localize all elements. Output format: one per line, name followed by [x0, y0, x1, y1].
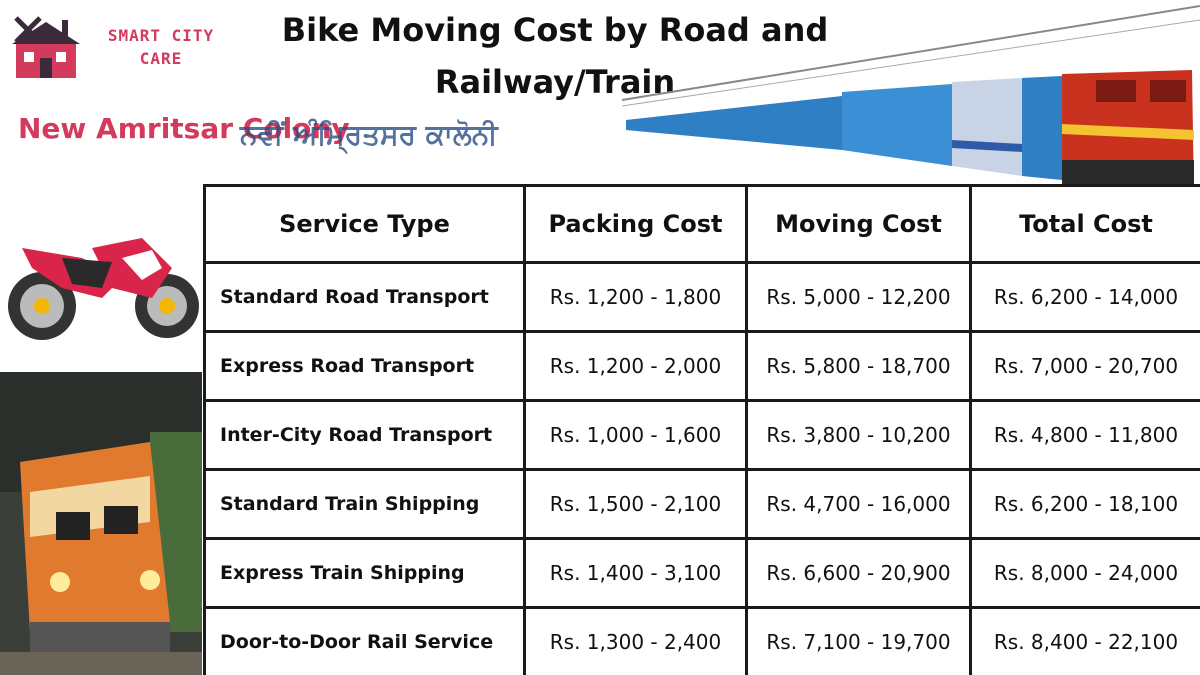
- moving-cost-cell: Rs. 7,100 - 19,700: [745, 606, 972, 675]
- packing-cost-cell: Rs. 1,300 - 2,400: [523, 606, 748, 675]
- total-cost-cell: Rs. 6,200 - 14,000: [969, 261, 1200, 333]
- service-type-cell: Inter-City Road Transport: [203, 399, 526, 471]
- table-row: Standard Train Shipping Rs. 1,500 - 2,10…: [203, 468, 1200, 540]
- total-cost-cell: Rs. 4,800 - 11,800: [969, 399, 1200, 471]
- logo-line-2: CARE: [139, 49, 183, 68]
- cost-table: Service Type Packing Cost Moving Cost To…: [203, 184, 1200, 675]
- total-cost-cell: Rs. 6,200 - 18,100: [969, 468, 1200, 540]
- moving-cost-cell: Rs. 5,000 - 12,200: [745, 261, 972, 333]
- logo-text: SMART CITY CARE: [96, 24, 226, 70]
- table-header-row: Service Type Packing Cost Moving Cost To…: [203, 184, 1200, 264]
- table-row: Express Train Shipping Rs. 1,400 - 3,100…: [203, 537, 1200, 609]
- location-punjabi: ਨਵੀਂ ਅੰਮ੍ਰਿਤਸਰ ਕਾਲੋਨੀ: [240, 118, 498, 151]
- header-moving-cost: Moving Cost: [745, 184, 972, 264]
- moving-cost-cell: Rs. 3,800 - 10,200: [745, 399, 972, 471]
- page-title: Bike Moving Cost by Road and Railway/Tra…: [260, 4, 850, 108]
- packing-cost-cell: Rs. 1,500 - 2,100: [523, 468, 748, 540]
- service-type-cell: Express Train Shipping: [203, 537, 526, 609]
- logo-line-1: SMART CITY: [107, 26, 215, 45]
- moving-cost-cell: Rs. 4,700 - 16,000: [745, 468, 972, 540]
- header-packing-cost: Packing Cost: [523, 184, 748, 264]
- title-line-2: Railway/Train: [434, 63, 676, 101]
- house-tools-icon: [12, 16, 80, 78]
- cost-table-container: Service Type Packing Cost Moving Cost To…: [203, 184, 1200, 675]
- service-type-cell: Express Road Transport: [203, 330, 526, 402]
- title-line-1: Bike Moving Cost by Road and: [281, 11, 829, 49]
- brand-logo: SMART CITY CARE: [10, 10, 220, 80]
- header-total-cost: Total Cost: [969, 184, 1200, 264]
- diesel-locomotive-image: [0, 372, 202, 675]
- packing-cost-cell: Rs. 1,400 - 3,100: [523, 537, 748, 609]
- service-type-cell: Standard Train Shipping: [203, 468, 526, 540]
- moving-cost-cell: Rs. 6,600 - 20,900: [745, 537, 972, 609]
- table-row: Express Road Transport Rs. 1,200 - 2,000…: [203, 330, 1200, 402]
- header-service-type: Service Type: [203, 184, 526, 264]
- total-cost-cell: Rs. 8,000 - 24,000: [969, 537, 1200, 609]
- table-row: Standard Road Transport Rs. 1,200 - 1,80…: [203, 261, 1200, 333]
- table-row: Door-to-Door Rail Service Rs. 1,300 - 2,…: [203, 606, 1200, 675]
- packing-cost-cell: Rs. 1,200 - 2,000: [523, 330, 748, 402]
- sport-motorcycle-image: [8, 238, 199, 340]
- service-type-cell: Standard Road Transport: [203, 261, 526, 333]
- packing-cost-cell: Rs. 1,000 - 1,600: [523, 399, 748, 471]
- electric-train-image: [622, 5, 1200, 190]
- location-english: New Amritsar Colony: [18, 112, 350, 145]
- total-cost-cell: Rs. 8,400 - 22,100: [969, 606, 1200, 675]
- service-type-cell: Door-to-Door Rail Service: [203, 606, 526, 675]
- total-cost-cell: Rs. 7,000 - 20,700: [969, 330, 1200, 402]
- packing-cost-cell: Rs. 1,200 - 1,800: [523, 261, 748, 333]
- moving-cost-cell: Rs. 5,800 - 18,700: [745, 330, 972, 402]
- table-row: Inter-City Road Transport Rs. 1,000 - 1,…: [203, 399, 1200, 471]
